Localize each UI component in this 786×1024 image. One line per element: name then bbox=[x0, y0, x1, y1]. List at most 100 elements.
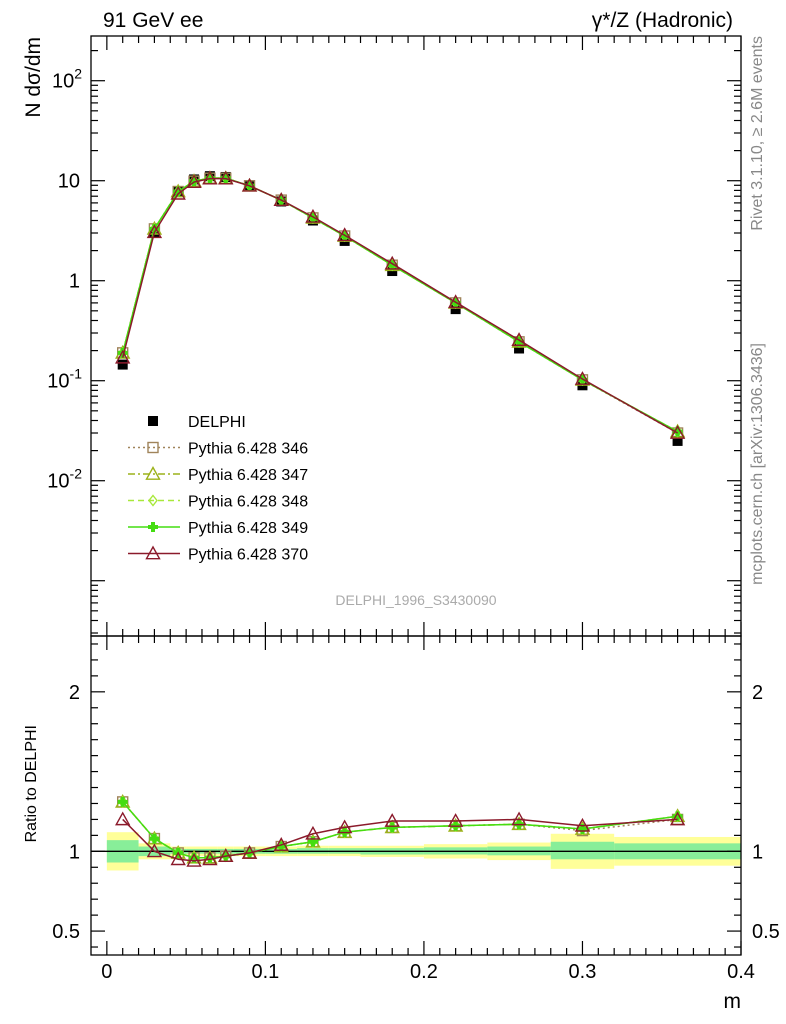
mc-point bbox=[387, 822, 398, 833]
mc-point bbox=[672, 426, 683, 437]
mc-point bbox=[189, 176, 200, 187]
legend-item: Pythia 6.428 346 bbox=[128, 441, 308, 458]
data-point bbox=[117, 359, 128, 370]
energy-label: 91 GeV ee bbox=[103, 9, 203, 32]
legend-item: Pythia 6.428 370 bbox=[128, 545, 308, 564]
ratio-axis-title: Ratio to DELPHI bbox=[23, 725, 40, 842]
series-line bbox=[121, 177, 678, 433]
legend-label: Pythia 6.428 349 bbox=[188, 520, 308, 537]
data-point bbox=[672, 435, 683, 446]
y-tick-label: 10 bbox=[58, 171, 80, 193]
mc-point bbox=[202, 851, 218, 866]
legend-label: Pythia 6.428 370 bbox=[188, 547, 308, 564]
series-1 bbox=[117, 172, 684, 439]
process-label: γ*/Z (Hadronic) bbox=[592, 9, 733, 32]
mc-point bbox=[574, 371, 591, 385]
mc-point bbox=[173, 186, 184, 197]
x-tick-label: 0 bbox=[101, 961, 112, 983]
ratio-tick-label-right: 1 bbox=[752, 841, 763, 863]
analysis-watermark: DELPHI_1996_S3430090 bbox=[335, 592, 496, 608]
data-point bbox=[450, 304, 461, 315]
x-tick-label: 0.4 bbox=[727, 961, 755, 983]
series-line bbox=[121, 177, 678, 433]
legend-label: Pythia 6.428 346 bbox=[188, 441, 308, 458]
mc-point bbox=[273, 192, 289, 206]
mc-point bbox=[147, 441, 159, 454]
mc-point bbox=[577, 823, 588, 834]
ratio-line bbox=[122, 818, 678, 862]
data-point bbox=[514, 343, 525, 354]
series-line bbox=[121, 177, 678, 434]
mc-point bbox=[204, 852, 215, 863]
y-tick-label: 10-1 bbox=[47, 366, 82, 393]
mc-point bbox=[672, 811, 683, 822]
mc-point bbox=[148, 522, 158, 532]
ratio-tick-label: 1 bbox=[69, 841, 80, 863]
mc-point bbox=[511, 811, 527, 826]
mc-point bbox=[117, 347, 128, 358]
ratio-tick-label-right: 2 bbox=[752, 682, 763, 704]
mc-point bbox=[305, 825, 321, 840]
y-axis-title: N dσ/dm bbox=[22, 37, 45, 118]
mc-point bbox=[574, 817, 591, 832]
stat-band bbox=[550, 841, 615, 860]
mc-point bbox=[336, 227, 353, 242]
mc-point bbox=[307, 212, 318, 223]
mc-point bbox=[186, 852, 202, 867]
ratio-tick-label: 0.5 bbox=[52, 921, 80, 943]
ratio-tick-label-right: 0.5 bbox=[752, 921, 780, 943]
y-tick-label: 1 bbox=[69, 271, 80, 293]
mc-point bbox=[669, 425, 686, 439]
legend-label: Pythia 6.428 347 bbox=[188, 467, 308, 484]
mc-point bbox=[189, 852, 200, 863]
mc-point bbox=[149, 223, 160, 234]
ratio-series-4 bbox=[115, 811, 686, 867]
mc-point bbox=[218, 848, 234, 863]
mc-point bbox=[170, 851, 186, 866]
series-4 bbox=[117, 173, 683, 437]
mc-point bbox=[145, 466, 161, 480]
series-3 bbox=[117, 172, 683, 438]
x-tick-label: 0.2 bbox=[410, 961, 438, 983]
x-axis-title: m bbox=[724, 990, 742, 1013]
legend-item: Pythia 6.428 347 bbox=[128, 466, 308, 484]
mc-point bbox=[170, 185, 186, 200]
mc-point bbox=[307, 836, 318, 847]
mc-point bbox=[514, 336, 525, 347]
x-tick-label: 0.3 bbox=[569, 961, 597, 983]
legend-label: Pythia 6.428 348 bbox=[188, 494, 308, 511]
mc-point bbox=[336, 819, 353, 834]
mc-point bbox=[241, 844, 258, 859]
mc-point bbox=[149, 833, 160, 844]
mc-point bbox=[146, 224, 163, 239]
mc-point bbox=[276, 841, 287, 852]
mc-point bbox=[387, 260, 398, 271]
mc-point bbox=[145, 545, 161, 560]
mc-point bbox=[384, 255, 400, 270]
mc-point bbox=[202, 170, 218, 185]
y-tick-label: 10-2 bbox=[47, 466, 82, 493]
mc-point bbox=[511, 332, 527, 346]
mc-point bbox=[115, 349, 131, 364]
legend: DELPHI Pythia 6.428 346 Pythia 6.428 347 Py… bbox=[128, 414, 308, 564]
series-line bbox=[121, 177, 678, 434]
mc-point bbox=[218, 170, 234, 185]
series-line bbox=[121, 177, 678, 433]
mc-point bbox=[447, 813, 464, 827]
mc-point bbox=[115, 811, 131, 826]
ratio-tick-label: 2 bbox=[69, 682, 80, 704]
rivet-version-label: Rivet 3.1.10, ≥ 2.6M events bbox=[749, 36, 766, 231]
mc-point bbox=[117, 796, 128, 807]
mc-point bbox=[273, 837, 289, 851]
mc-point bbox=[241, 177, 258, 192]
data-point bbox=[148, 416, 158, 426]
series-5 bbox=[115, 170, 686, 439]
series-2 bbox=[115, 170, 686, 438]
legend-label: DELPHI bbox=[188, 414, 246, 431]
y-tick-label: 102 bbox=[52, 66, 82, 93]
mc-point bbox=[384, 813, 400, 827]
series-0 bbox=[117, 171, 683, 446]
main-panel: 10-2 10-1 1 10 102 bbox=[47, 35, 742, 637]
mc-point bbox=[447, 294, 464, 309]
